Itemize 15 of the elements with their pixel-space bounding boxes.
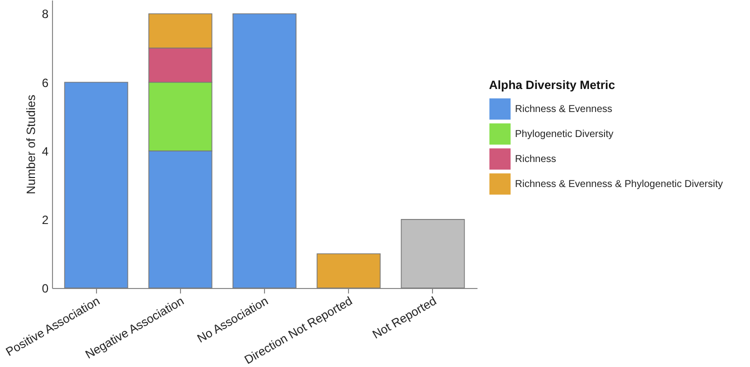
legend-label: Richness & Evenness & Phylogenetic Diversity (515, 179, 723, 190)
y-tick-label: 6 (42, 76, 49, 90)
bar (316, 253, 381, 288)
legend-label: Richness (515, 154, 556, 165)
y-axis-title: Number of Studies (24, 94, 38, 194)
bar (64, 82, 128, 288)
legend-title: Alpha Diversity Metric (489, 78, 616, 92)
bar (232, 13, 296, 288)
y-tick-label: 4 (42, 144, 49, 158)
y-tick-label: 0 (42, 282, 49, 296)
legend-label: Richness & Evenness (515, 104, 612, 115)
bar (400, 219, 465, 288)
y-tick-label: 2 (42, 212, 49, 227)
y-tick-label: 8 (42, 7, 49, 22)
legend-label: Phylogenetic Diversity (515, 129, 614, 140)
